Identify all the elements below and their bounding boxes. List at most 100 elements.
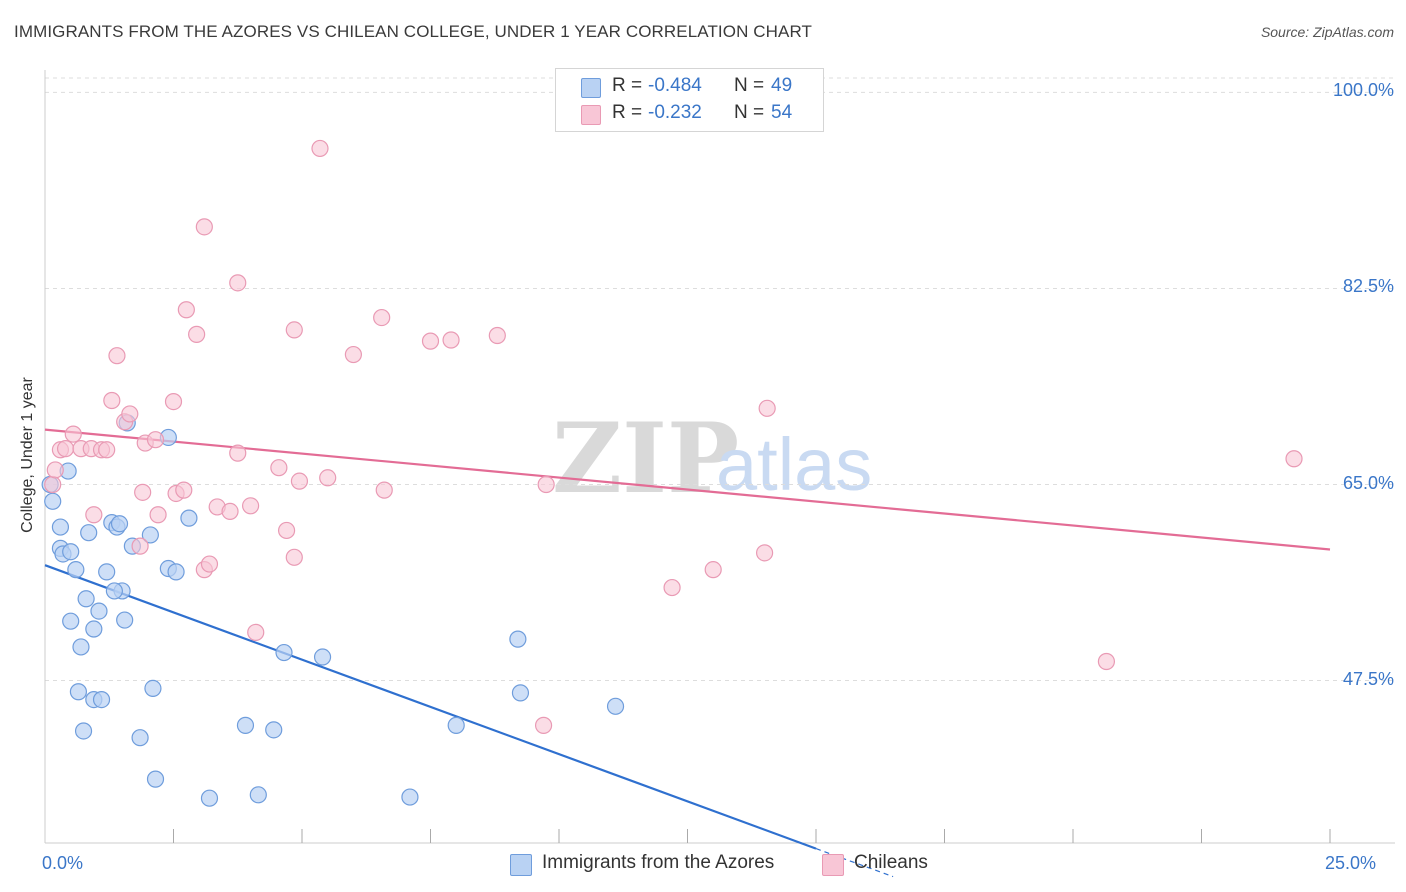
azores-point (110, 515, 129, 533)
chileans-point (1097, 652, 1116, 671)
azores-point (146, 770, 165, 788)
chileans-point (64, 425, 82, 443)
chileans-point (421, 332, 440, 350)
chileans-point (164, 393, 183, 411)
azores-point (144, 679, 162, 698)
chileans-point (200, 555, 219, 573)
chileans-point (131, 537, 149, 555)
y-tick-label-0: 47.5% (1342, 668, 1394, 689)
azores-point (62, 543, 80, 561)
chileans-point (537, 475, 555, 494)
azores-point (265, 721, 283, 739)
chileans-point (46, 461, 64, 479)
azores-point (69, 683, 88, 701)
chileans-legend-swatch (822, 854, 844, 876)
azores-point (275, 643, 293, 662)
y-tick-label-3: 100.0% (1332, 80, 1394, 101)
stats-legend: R = -0.484 N = 49 R = -0.232 N = 54 (555, 68, 824, 132)
stats-legend-row-chileans: R = -0.232 N = 54 (556, 101, 823, 127)
r-label: R = (612, 102, 643, 123)
series-azores-points (41, 414, 625, 807)
chileans-point (121, 405, 139, 423)
chileans-point (270, 459, 288, 477)
azores-point (98, 563, 116, 581)
azores-point (105, 582, 123, 600)
stats-legend-row-azores: R = -0.484 N = 49 (556, 74, 823, 100)
chileans-point (290, 472, 309, 490)
chileans-swatch (581, 105, 601, 125)
azores-point (92, 691, 111, 709)
azores-point (401, 788, 419, 806)
x-tick-label-end: 25.0% (1325, 853, 1377, 873)
azores-point (236, 716, 255, 734)
chileans-point (56, 440, 75, 458)
azores-point (313, 648, 332, 666)
chileans-point (285, 548, 303, 566)
chileans-point (108, 347, 126, 365)
chileans-point (755, 544, 774, 562)
chileans-point (44, 475, 62, 494)
r-value: -0.232 (648, 102, 702, 123)
chileans-point (85, 506, 103, 524)
trend-line-azores-extension (815, 848, 894, 878)
azores-point (509, 630, 527, 648)
chileans-point (149, 506, 167, 524)
azores-point (141, 526, 159, 544)
chileans-point (285, 321, 303, 339)
azores-point (167, 563, 185, 581)
chileans-point (277, 521, 296, 540)
azores-legend-swatch (510, 854, 532, 876)
trend-line-azores (44, 564, 817, 850)
axes (44, 70, 1395, 844)
azores-point (447, 716, 465, 734)
watermark-atlas: atlas (716, 423, 872, 506)
chileans-point (442, 331, 460, 349)
x-tick-label-start: 0.0% (42, 853, 84, 873)
azores-point (80, 524, 98, 542)
azores-point (51, 518, 70, 536)
chileans-point (375, 481, 393, 499)
gridlines (45, 77, 1395, 682)
azores-point (74, 722, 93, 740)
chileans-point (488, 326, 506, 345)
chileans-point (242, 497, 260, 515)
chileans-point (663, 578, 681, 597)
chileans-point (373, 308, 391, 327)
n-value: 49 (771, 75, 793, 96)
azores-point (44, 492, 62, 510)
y-tick-label-1: 65.0% (1342, 472, 1394, 493)
azores-point (131, 729, 149, 747)
watermark-zip: ZIP (552, 402, 739, 515)
n-label: N = (734, 75, 765, 96)
chileans-point (98, 441, 116, 459)
chileans-legend-label: Chileans (854, 852, 928, 873)
azores-point (67, 561, 85, 579)
chileans-point (175, 481, 193, 499)
chileans-point (177, 301, 195, 319)
azores-point (606, 697, 625, 715)
chileans-point (229, 274, 247, 292)
trend-lines (44, 428, 1331, 878)
chileans-point (704, 561, 722, 579)
chileans-point (221, 502, 239, 520)
azores-point (85, 620, 103, 638)
azores-point (72, 638, 90, 656)
chileans-point (311, 139, 329, 158)
r-value: -0.484 (648, 75, 702, 96)
chart-title: IMMIGRANTS FROM THE AZORES VS CHILEAN CO… (14, 22, 813, 41)
azores-legend-label: Immigrants from the Azores (542, 852, 775, 873)
chileans-point (247, 623, 265, 641)
chileans-point (146, 431, 165, 449)
chileans-point (1285, 450, 1303, 468)
chileans-point (534, 716, 553, 734)
chileans-point (319, 469, 337, 487)
azores-point (180, 509, 198, 527)
series-chileans-points (44, 139, 1303, 734)
chileans-point (188, 325, 206, 343)
chileans-point (229, 444, 247, 462)
source-label: Source: ZipAtlas.com (1260, 24, 1394, 40)
r-label: R = (612, 75, 643, 96)
chileans-point (103, 391, 121, 410)
chileans-point (758, 399, 776, 417)
